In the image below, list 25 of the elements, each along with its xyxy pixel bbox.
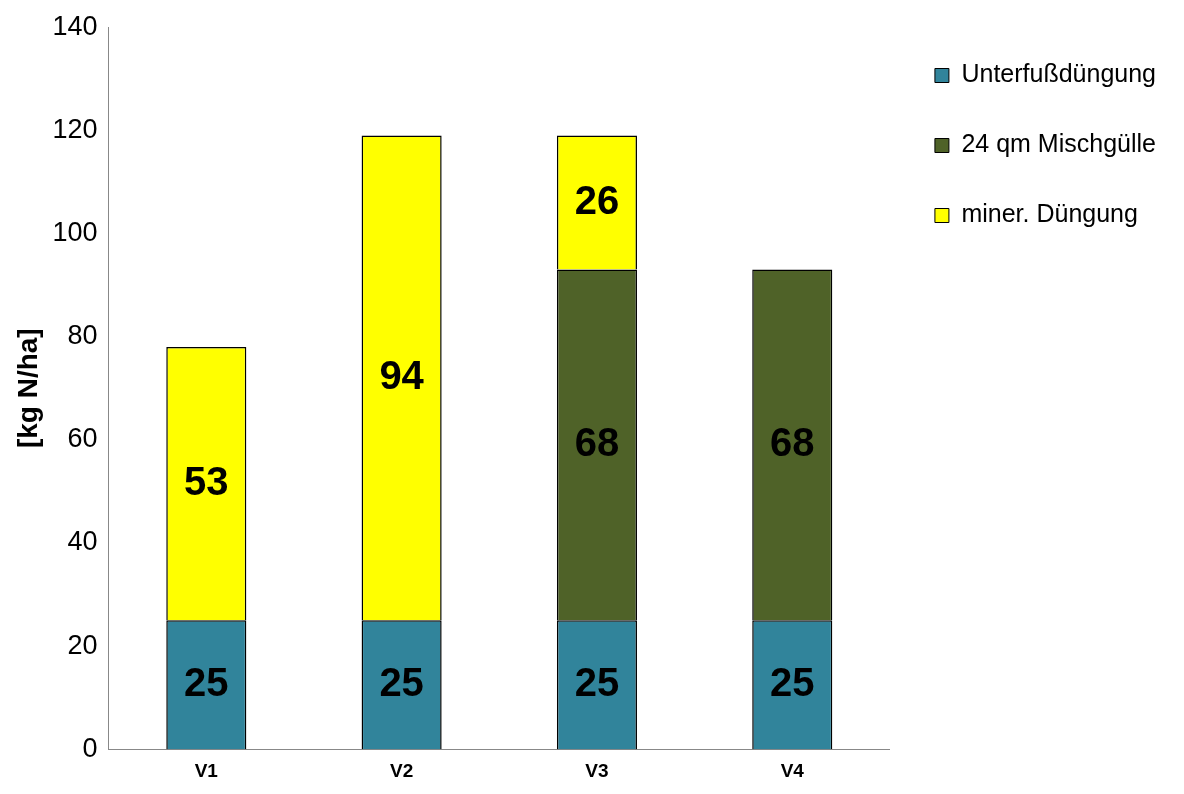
y-tick-label: 0: [82, 732, 98, 763]
x-tick-label: V1: [194, 759, 219, 781]
y-tick-label: 40: [67, 526, 98, 557]
y-tick-label: 60: [67, 423, 98, 454]
legend-label: 24 qm Mischgülle: [961, 129, 1156, 158]
legend-label: miner. Düngung: [961, 199, 1138, 228]
y-axis-title: [kg N/ha]: [11, 328, 43, 449]
data-label: 94: [379, 352, 425, 397]
data-label: 25: [184, 659, 229, 704]
x-tick-label: V4: [780, 759, 805, 781]
y-tick-label: 100: [52, 216, 98, 247]
data-label: 53: [184, 458, 229, 503]
y-tick-label: 80: [67, 320, 98, 351]
data-label: 68: [574, 419, 620, 464]
data-label: 68: [770, 419, 815, 464]
y-tick-label: 140: [52, 10, 98, 41]
y-tick-label: 20: [67, 629, 98, 660]
data-label: 25: [574, 659, 620, 704]
legend-label: Unterfußdüngung: [961, 59, 1157, 88]
data-label: 25: [770, 659, 815, 704]
y-tick-label: 120: [52, 113, 98, 144]
data-label: 26: [574, 177, 620, 222]
data-label: 25: [379, 659, 424, 704]
x-tick-label: V2: [390, 759, 414, 781]
x-tick-label: V3: [585, 759, 609, 781]
